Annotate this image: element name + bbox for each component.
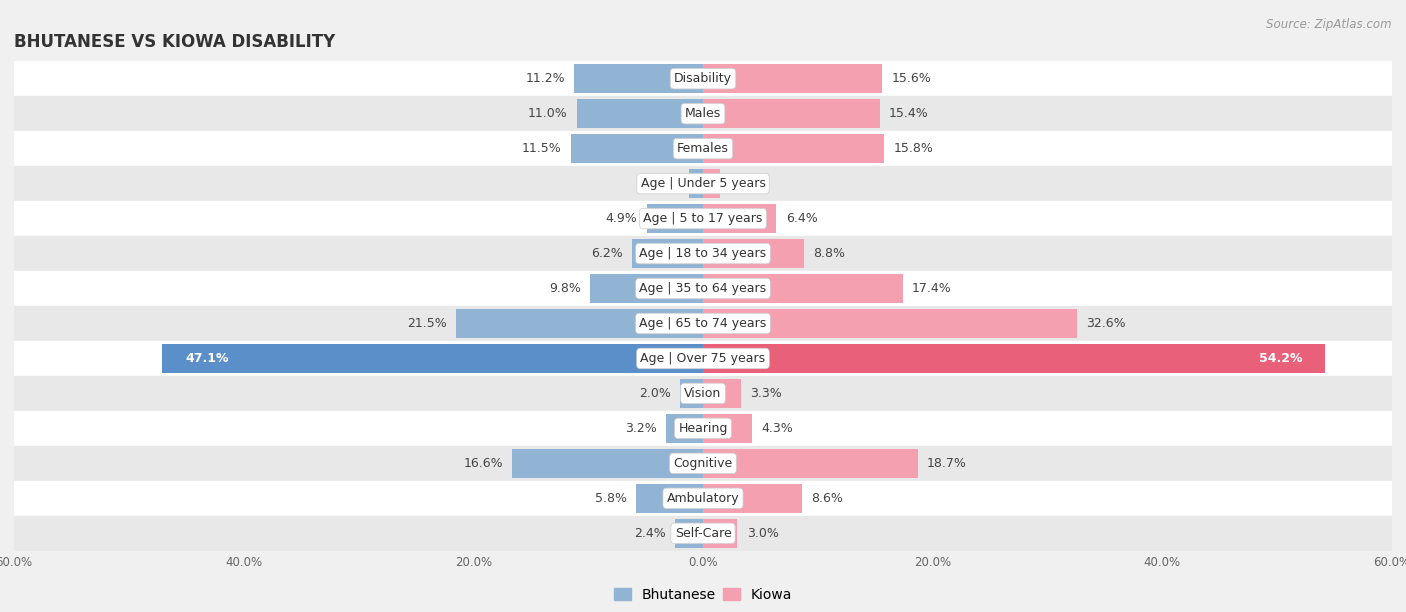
Bar [675, 519, 703, 548]
Bar [14, 166, 1392, 201]
Bar [703, 134, 884, 163]
Bar [14, 481, 1392, 516]
Text: Source: ZipAtlas.com: Source: ZipAtlas.com [1267, 18, 1392, 31]
Bar [576, 99, 703, 128]
Text: 47.1%: 47.1% [186, 352, 229, 365]
Text: 11.5%: 11.5% [522, 142, 562, 155]
Text: 16.6%: 16.6% [464, 457, 503, 470]
Bar [703, 414, 752, 442]
Text: 9.8%: 9.8% [550, 282, 581, 295]
Bar [637, 484, 703, 513]
Bar [162, 344, 703, 373]
Text: BHUTANESE VS KIOWA DISABILITY: BHUTANESE VS KIOWA DISABILITY [14, 33, 335, 51]
Text: 54.2%: 54.2% [1258, 352, 1302, 365]
Bar [14, 446, 1392, 481]
Text: 18.7%: 18.7% [927, 457, 967, 470]
Bar [647, 204, 703, 233]
Bar [591, 274, 703, 303]
Bar [703, 379, 741, 408]
Bar [14, 341, 1392, 376]
Text: 3.2%: 3.2% [626, 422, 657, 435]
Bar [571, 134, 703, 163]
Bar [666, 414, 703, 442]
Bar [689, 170, 703, 198]
Bar [703, 309, 1077, 338]
Bar [456, 309, 703, 338]
Text: Age | 65 to 74 years: Age | 65 to 74 years [640, 317, 766, 330]
Text: Disability: Disability [673, 72, 733, 85]
Text: 6.4%: 6.4% [786, 212, 817, 225]
Text: 11.2%: 11.2% [526, 72, 565, 85]
Bar [703, 64, 882, 93]
Text: Ambulatory: Ambulatory [666, 492, 740, 505]
Bar [14, 516, 1392, 551]
Text: 3.0%: 3.0% [747, 527, 779, 540]
Text: Age | 35 to 64 years: Age | 35 to 64 years [640, 282, 766, 295]
Legend: Bhutanese, Kiowa: Bhutanese, Kiowa [609, 583, 797, 608]
Bar [14, 96, 1392, 131]
Text: 4.3%: 4.3% [762, 422, 793, 435]
Bar [575, 64, 703, 93]
Bar [703, 519, 738, 548]
Text: 15.4%: 15.4% [889, 107, 929, 120]
Text: 17.4%: 17.4% [912, 282, 952, 295]
Text: 21.5%: 21.5% [408, 317, 447, 330]
Bar [14, 271, 1392, 306]
Text: 1.2%: 1.2% [648, 177, 681, 190]
Text: 11.0%: 11.0% [527, 107, 568, 120]
Bar [703, 170, 720, 198]
Text: 5.8%: 5.8% [595, 492, 627, 505]
Text: Age | 5 to 17 years: Age | 5 to 17 years [644, 212, 762, 225]
Text: Females: Females [678, 142, 728, 155]
Text: 1.5%: 1.5% [730, 177, 761, 190]
Text: Age | Under 5 years: Age | Under 5 years [641, 177, 765, 190]
Text: 3.3%: 3.3% [749, 387, 782, 400]
Bar [14, 201, 1392, 236]
Bar [512, 449, 703, 478]
Text: 15.6%: 15.6% [891, 72, 931, 85]
Text: Males: Males [685, 107, 721, 120]
Text: Age | 18 to 34 years: Age | 18 to 34 years [640, 247, 766, 260]
Bar [703, 484, 801, 513]
Bar [14, 411, 1392, 446]
Bar [703, 344, 1326, 373]
Text: 6.2%: 6.2% [591, 247, 623, 260]
Bar [14, 131, 1392, 166]
Bar [14, 376, 1392, 411]
Text: 2.0%: 2.0% [638, 387, 671, 400]
Bar [703, 274, 903, 303]
Bar [14, 61, 1392, 96]
Text: 4.9%: 4.9% [606, 212, 637, 225]
Bar [681, 379, 703, 408]
Bar [14, 306, 1392, 341]
Text: Cognitive: Cognitive [673, 457, 733, 470]
Text: Age | Over 75 years: Age | Over 75 years [641, 352, 765, 365]
Text: 8.6%: 8.6% [811, 492, 842, 505]
Text: Vision: Vision [685, 387, 721, 400]
Bar [14, 236, 1392, 271]
Bar [703, 239, 804, 268]
Text: 32.6%: 32.6% [1087, 317, 1126, 330]
Text: 15.8%: 15.8% [894, 142, 934, 155]
Bar [703, 204, 776, 233]
Text: Self-Care: Self-Care [675, 527, 731, 540]
Bar [703, 449, 918, 478]
Text: Hearing: Hearing [678, 422, 728, 435]
Bar [703, 99, 880, 128]
Text: 2.4%: 2.4% [634, 527, 666, 540]
Bar [631, 239, 703, 268]
Text: 8.8%: 8.8% [813, 247, 845, 260]
